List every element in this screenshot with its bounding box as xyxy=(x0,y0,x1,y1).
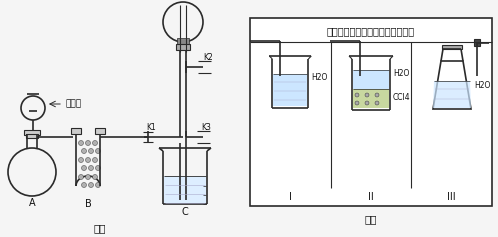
Circle shape xyxy=(89,149,94,154)
Circle shape xyxy=(82,182,87,187)
Circle shape xyxy=(89,165,94,170)
Circle shape xyxy=(365,93,369,97)
Text: D: D xyxy=(179,0,187,2)
Text: H2O: H2O xyxy=(393,69,409,78)
Text: C: C xyxy=(182,207,188,217)
Text: K1: K1 xyxy=(146,123,156,132)
Bar xyxy=(71,128,81,134)
Bar xyxy=(177,38,189,46)
Text: A: A xyxy=(29,198,35,208)
Bar xyxy=(164,176,206,203)
Bar xyxy=(442,45,462,49)
Bar xyxy=(474,39,480,46)
Circle shape xyxy=(355,93,359,97)
Text: 图一: 图一 xyxy=(94,223,106,233)
Text: 备选装置（其中水中含酚酞试液）: 备选装置（其中水中含酚酞试液） xyxy=(327,26,415,36)
Circle shape xyxy=(375,101,379,105)
Bar xyxy=(250,18,492,206)
Text: II: II xyxy=(368,192,374,202)
Bar xyxy=(353,89,389,108)
Circle shape xyxy=(79,158,84,163)
Text: K3: K3 xyxy=(201,123,211,132)
Polygon shape xyxy=(433,81,471,108)
Bar xyxy=(273,74,307,106)
Circle shape xyxy=(355,101,359,105)
Text: I: I xyxy=(289,192,292,202)
Circle shape xyxy=(375,93,379,97)
Circle shape xyxy=(86,174,91,179)
Bar xyxy=(353,70,389,89)
Text: III: III xyxy=(447,192,456,202)
Circle shape xyxy=(82,149,87,154)
Circle shape xyxy=(93,158,98,163)
Circle shape xyxy=(365,101,369,105)
Text: K2: K2 xyxy=(203,53,213,61)
Circle shape xyxy=(96,149,101,154)
Circle shape xyxy=(93,141,98,146)
Circle shape xyxy=(86,141,91,146)
Text: H2O: H2O xyxy=(474,81,491,90)
Bar xyxy=(24,130,40,135)
Text: 图二: 图二 xyxy=(365,214,377,224)
Circle shape xyxy=(86,158,91,163)
Bar xyxy=(26,134,38,138)
Text: 浓氨水: 浓氨水 xyxy=(65,100,81,109)
Bar xyxy=(176,44,190,50)
Circle shape xyxy=(93,174,98,179)
Circle shape xyxy=(96,165,101,170)
Circle shape xyxy=(82,165,87,170)
Text: B: B xyxy=(85,199,91,209)
Circle shape xyxy=(89,182,94,187)
Text: CCl4: CCl4 xyxy=(393,92,411,101)
Circle shape xyxy=(79,174,84,179)
Circle shape xyxy=(79,141,84,146)
Circle shape xyxy=(96,182,101,187)
Bar xyxy=(95,128,105,134)
Text: H2O: H2O xyxy=(311,73,328,82)
